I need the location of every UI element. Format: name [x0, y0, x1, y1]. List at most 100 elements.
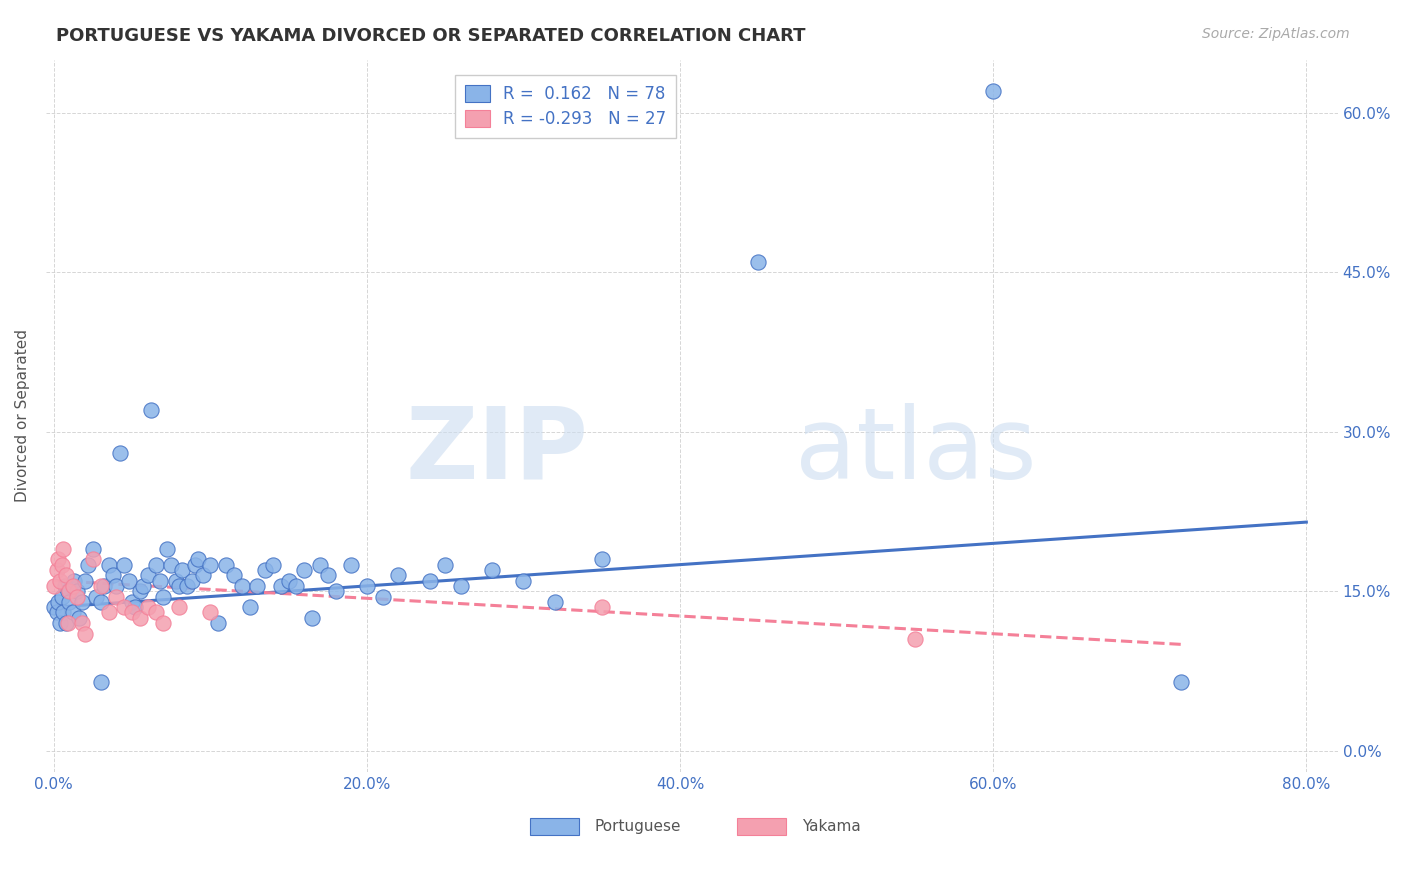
Point	[277, 574, 299, 588]
Point	[747, 254, 769, 268]
Point	[167, 600, 190, 615]
Point	[325, 584, 347, 599]
Point	[48, 595, 70, 609]
Point	[139, 403, 162, 417]
Point	[62, 606, 84, 620]
Point	[51, 558, 73, 572]
Text: atlas: atlas	[796, 403, 1036, 500]
Point	[180, 574, 202, 588]
Point	[591, 552, 613, 566]
Point	[136, 568, 159, 582]
Point	[136, 600, 159, 615]
Point	[356, 579, 378, 593]
Point	[172, 563, 194, 577]
Point	[183, 558, 205, 572]
Point	[231, 579, 253, 593]
Point	[49, 574, 72, 588]
Point	[207, 616, 229, 631]
Point	[176, 579, 198, 593]
Point	[285, 579, 308, 593]
Point	[544, 595, 567, 609]
Point	[200, 606, 222, 620]
Point	[132, 579, 155, 593]
Point	[270, 579, 292, 593]
Point	[481, 563, 503, 577]
Text: ZIP: ZIP	[405, 403, 589, 500]
Point	[51, 590, 73, 604]
Point	[191, 568, 214, 582]
FancyBboxPatch shape	[530, 818, 579, 835]
Point	[75, 574, 97, 588]
Point	[93, 579, 115, 593]
Point	[262, 558, 284, 572]
Point	[160, 558, 183, 572]
Point	[187, 552, 209, 566]
Point	[55, 568, 77, 582]
Point	[129, 584, 152, 599]
Point	[56, 616, 79, 631]
Point	[90, 674, 112, 689]
Point	[121, 606, 143, 620]
Point	[145, 606, 167, 620]
Text: Source: ZipAtlas.com: Source: ZipAtlas.com	[1202, 27, 1350, 41]
Point	[118, 574, 141, 588]
Point	[55, 616, 77, 631]
Point	[591, 600, 613, 615]
Point	[112, 600, 135, 615]
Point	[70, 616, 93, 631]
FancyBboxPatch shape	[737, 818, 786, 835]
Point	[66, 584, 89, 599]
Point	[238, 600, 260, 615]
Point	[124, 600, 146, 615]
Point	[58, 584, 80, 599]
Point	[167, 579, 190, 593]
Point	[904, 632, 927, 646]
Point	[419, 574, 441, 588]
Point	[53, 579, 76, 593]
Point	[215, 558, 238, 572]
Point	[371, 590, 394, 604]
Point	[62, 579, 84, 593]
Point	[340, 558, 363, 572]
Point	[152, 616, 174, 631]
Point	[301, 611, 323, 625]
Point	[48, 552, 70, 566]
Point	[112, 558, 135, 572]
Point	[105, 579, 128, 593]
Point	[105, 590, 128, 604]
Point	[45, 563, 67, 577]
Point	[155, 541, 177, 556]
Text: PORTUGUESE VS YAKAMA DIVORCED OR SEPARATED CORRELATION CHART: PORTUGUESE VS YAKAMA DIVORCED OR SEPARAT…	[56, 27, 806, 45]
Text: Yakama: Yakama	[801, 819, 860, 834]
Point	[97, 558, 120, 572]
Point	[246, 579, 269, 593]
Point	[82, 552, 104, 566]
Point	[387, 568, 409, 582]
Point	[222, 568, 245, 582]
Point	[254, 563, 277, 577]
Point	[70, 595, 93, 609]
Point	[1170, 674, 1192, 689]
Point	[90, 595, 112, 609]
Point	[145, 558, 167, 572]
Point	[42, 600, 65, 615]
Point	[52, 606, 75, 620]
Point	[165, 574, 187, 588]
Text: Portuguese: Portuguese	[595, 819, 682, 834]
Point	[121, 595, 143, 609]
Point	[434, 558, 457, 572]
Point	[77, 558, 100, 572]
Point	[49, 616, 72, 631]
Point	[200, 558, 222, 572]
Point	[149, 574, 172, 588]
Point	[63, 574, 86, 588]
Point	[58, 595, 80, 609]
Point	[90, 579, 112, 593]
Point	[103, 568, 125, 582]
Point	[82, 541, 104, 556]
Point	[52, 541, 75, 556]
Point	[450, 579, 472, 593]
Point	[108, 446, 131, 460]
Point	[66, 590, 89, 604]
Legend: R =  0.162   N = 78, R = -0.293   N = 27: R = 0.162 N = 78, R = -0.293 N = 27	[454, 75, 676, 138]
